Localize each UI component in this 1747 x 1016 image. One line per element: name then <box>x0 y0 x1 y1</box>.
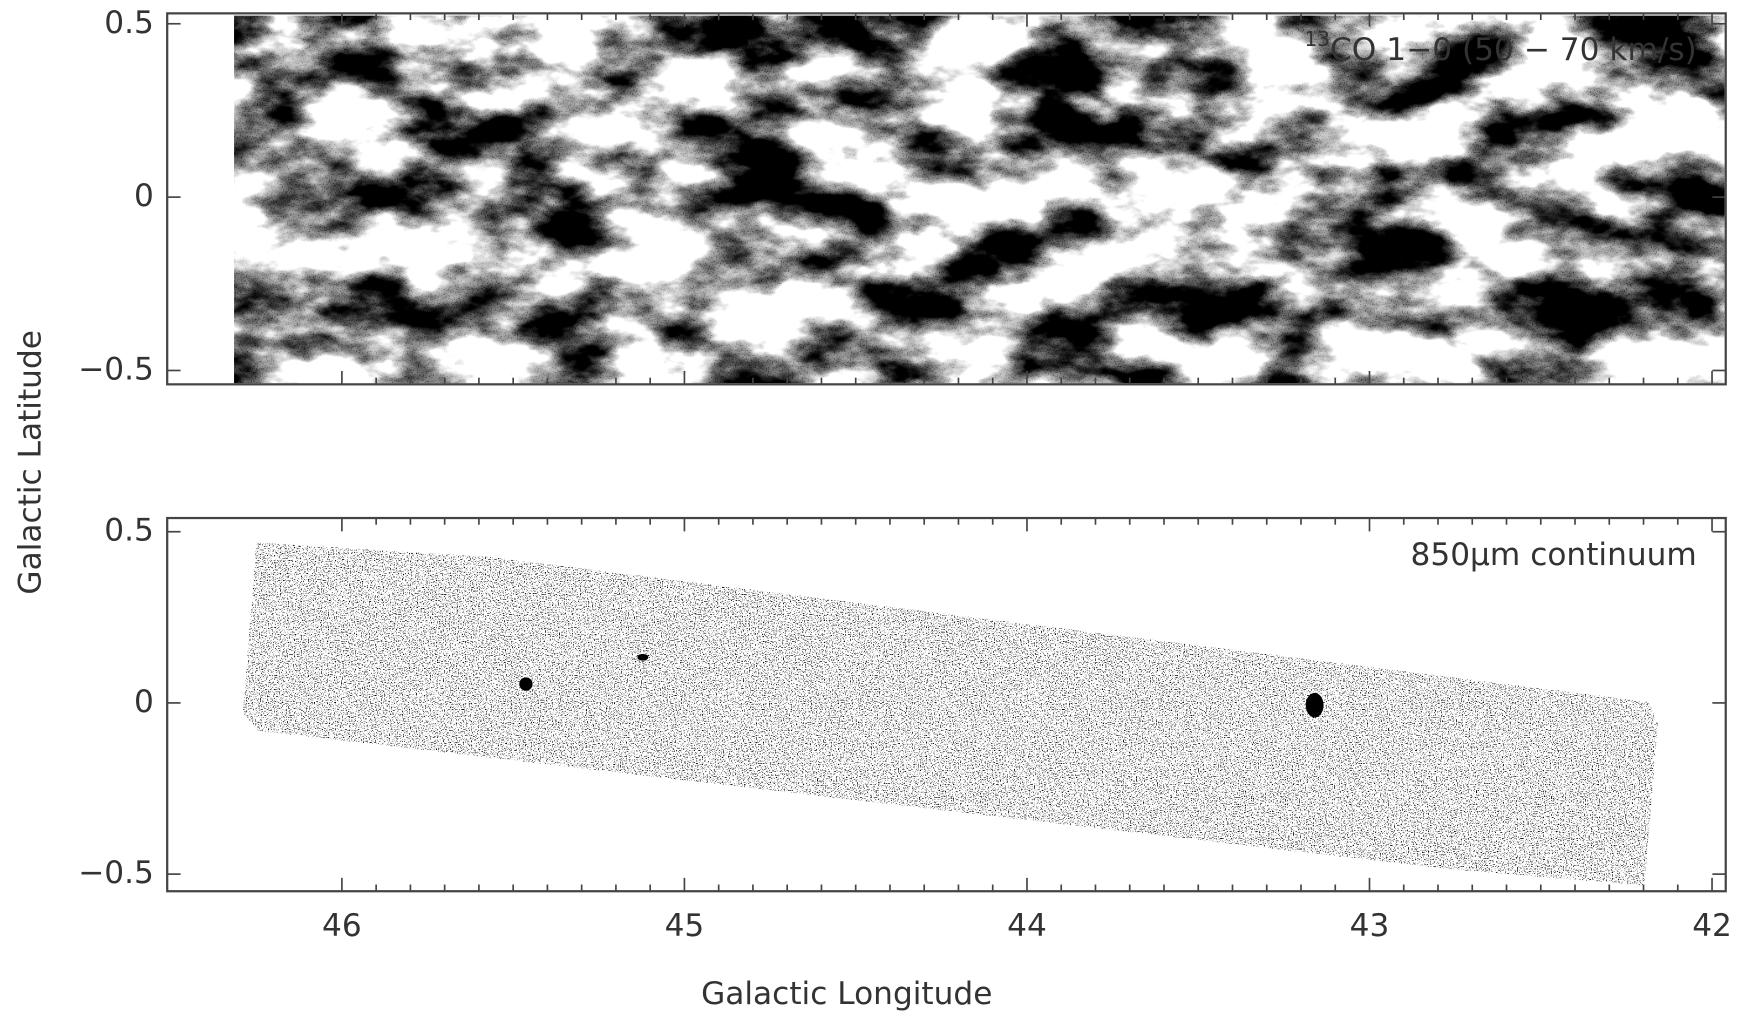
x-tick-label: 44 <box>1007 908 1047 944</box>
y-axis-label: Galactic Latitude <box>12 330 48 595</box>
y-tick-label: 0.5 <box>104 513 154 549</box>
co-map <box>234 15 1725 384</box>
panel-annotation: 13CO 1−0 (50 − 70 km/s) <box>1305 27 1697 69</box>
x-tick-label: 45 <box>665 908 705 944</box>
plot-frame <box>166 12 1727 386</box>
x-tick-label: 46 <box>322 908 362 944</box>
x-tick-label: 43 <box>1350 908 1390 944</box>
plot-frame <box>166 516 1727 893</box>
y-tick-label: 0 <box>134 684 154 720</box>
y-tick-label: −0.5 <box>78 351 154 387</box>
annotation-superscript: 13 <box>1305 27 1331 51</box>
panel-annotation: 850μm continuum <box>1411 537 1697 573</box>
y-tick-label: 0.5 <box>104 5 154 41</box>
y-tick-label: −0.5 <box>78 855 154 891</box>
continuum-map <box>242 542 1658 886</box>
x-axis-label: Galactic Longitude <box>701 976 992 1012</box>
annotation-text: CO 1−0 (50 − 70 km/s) <box>1330 32 1697 68</box>
annotation-text: 850μm continuum <box>1411 537 1697 573</box>
y-tick-label: 0 <box>134 178 154 214</box>
x-tick-label: 42 <box>1692 908 1732 944</box>
